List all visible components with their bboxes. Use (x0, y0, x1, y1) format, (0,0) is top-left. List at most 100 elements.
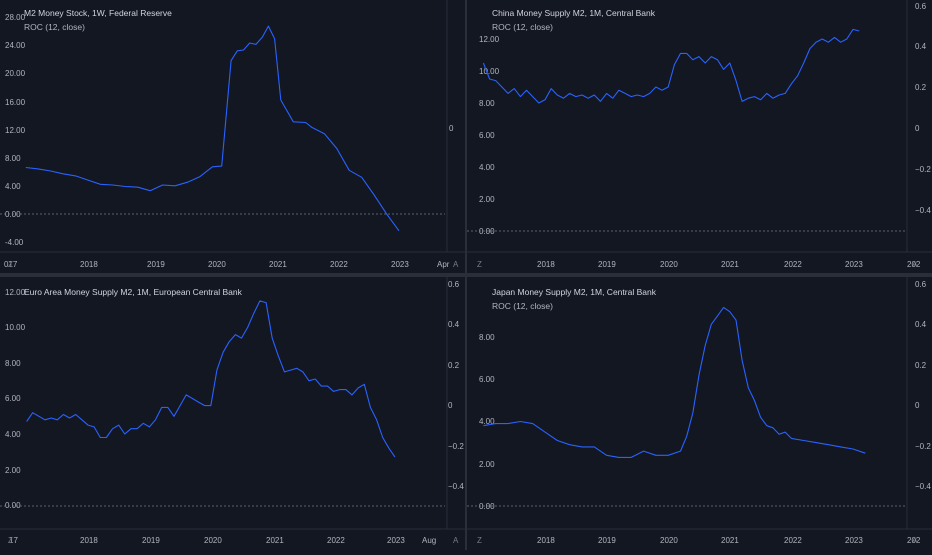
x-tick-label: 2023 (387, 536, 405, 545)
right-y-tick-label: 0.6 (448, 280, 460, 289)
x-tick-label: 17 (9, 536, 18, 545)
auto-scale-button: A (453, 260, 459, 269)
right-y-tick-label: −0.4 (915, 482, 931, 491)
right-y-tick-label: 0 (915, 124, 920, 133)
y-tick-label: 0.00 (479, 227, 495, 236)
x-tick-label: 2018 (80, 536, 98, 545)
scale-z-button: Z (477, 536, 482, 545)
x-tick-label: 2020 (660, 536, 678, 545)
x-tick-label: 2018 (537, 260, 555, 269)
x-tick-label: Aug (422, 536, 436, 545)
y-tick-label: 6.00 (5, 394, 21, 403)
right-y-tick-label: 0.2 (448, 361, 460, 370)
right-y-tick-label: 0.4 (448, 320, 460, 329)
x-tick-label: 2019 (598, 260, 616, 269)
y-tick-label: 0.00 (5, 210, 21, 219)
x-tick-label: 2020 (660, 260, 678, 269)
pane-divider-horizontal[interactable] (0, 273, 932, 277)
y-tick-label: 6.00 (479, 375, 495, 384)
y-tick-label: 2.00 (479, 460, 495, 469)
right-y-tick-label: 0 (448, 401, 453, 410)
x-tick-label: 2019 (142, 536, 160, 545)
y-tick-label: 0.00 (5, 501, 21, 510)
y-tick-label: 4.00 (5, 182, 21, 191)
y-tick-label: 8.00 (5, 359, 21, 368)
y-tick-label: 0.00 (479, 502, 495, 511)
right-y-tick-label: 0 (915, 401, 920, 410)
chart-pane-euro-m2[interactable]: 12.00 10.00 8.00 6.00 4.00 2.00 0.00 0.6 0.4 0.2 0… (0, 277, 465, 550)
chart-svg: 28.00 24.00 20.00 16.00 12.00 8.00 4.00 0.00 -4.… (0, 0, 465, 269)
right-y-tick-label: 0.4 (915, 320, 927, 329)
indicator-label: ROC (12, close) (24, 22, 85, 32)
y-tick-label: 12.00 (5, 288, 26, 297)
y-tick-label: 24.00 (5, 41, 26, 50)
y-tick-label: 20.00 (5, 69, 26, 78)
chart-svg: 8.00 6.00 4.00 2.00 0.00 0.6 0.4 0.2 0 −0.2 −0.4 20… (467, 277, 932, 545)
chart-pane-us-m2[interactable]: 28.00 24.00 20.00 16.00 12.00 8.00 4.00 0.00 -4.… (0, 0, 465, 273)
series-line (25, 25, 400, 232)
x-tick-label: 2023 (845, 536, 863, 545)
right-y-tick-label: −0.2 (448, 442, 464, 451)
x-tick-label: 2022 (784, 260, 802, 269)
chart-svg: 12.00 10.00 8.00 6.00 4.00 2.00 0.00 0.6 0.4 0.2 0… (467, 0, 932, 269)
y-tick-label: 6.00 (479, 131, 495, 140)
series-line (483, 306, 866, 458)
scale-z-button: Z (8, 536, 13, 545)
y-tick-label: 8.00 (479, 333, 495, 342)
auto-scale-button: A (912, 260, 918, 269)
y-tick-label: 2.00 (479, 195, 495, 204)
chart-title: Euro Area Money Supply M2, 1M, European … (24, 287, 242, 297)
chart-title: M2 Money Stock, 1W, Federal Reserve (24, 8, 172, 18)
y-tick-label: 12.00 (5, 126, 26, 135)
auto-scale-button: A (912, 536, 918, 545)
x-tick-label: 2021 (269, 260, 287, 269)
x-tick-label: 202 (907, 536, 921, 545)
x-tick-label: 2023 (391, 260, 409, 269)
right-y-tick-label: −0.2 (915, 165, 931, 174)
x-tick-label: 2018 (80, 260, 98, 269)
x-tick-label: 202 (907, 260, 921, 269)
scale-z-button: Z (477, 260, 482, 269)
x-tick-label: Apr (437, 260, 450, 269)
y-tick-label: 10.00 (5, 323, 26, 332)
y-tick-label: 2.00 (5, 466, 21, 475)
y-tick-label: 4.00 (479, 163, 495, 172)
x-tick-label: 2020 (208, 260, 226, 269)
right-y-tick-label: −0.2 (915, 442, 931, 451)
indicator-label: ROC (12, close) (492, 301, 553, 311)
y-tick-label: 4.00 (5, 430, 21, 439)
y-tick-label: 4.00 (479, 417, 495, 426)
x-tick-label: 2023 (845, 260, 863, 269)
x-tick-label: 2022 (784, 536, 802, 545)
right-y-tick-label: 0.2 (915, 83, 927, 92)
auto-scale-button: A (453, 536, 459, 545)
x-tick-label: 2020 (204, 536, 222, 545)
x-tick-label: 2019 (147, 260, 165, 269)
right-y-tick-label: −0.4 (915, 206, 931, 215)
chart-title: Japan Money Supply M2, 1M, Central Bank (492, 287, 656, 297)
x-tick-label: 2022 (327, 536, 345, 545)
x-tick-label: 2021 (721, 536, 739, 545)
scale-z-button: Z (8, 260, 13, 269)
chart-pane-japan-m2[interactable]: 8.00 6.00 4.00 2.00 0.00 0.6 0.4 0.2 0 −0.2 −0.4 20… (467, 277, 932, 550)
x-tick-label: 2022 (330, 260, 348, 269)
y-tick-label: -4.00 (5, 238, 24, 247)
indicator-label: ROC (12, close) (492, 22, 553, 32)
chart-title: China Money Supply M2, 1M, Central Bank (492, 8, 655, 18)
x-tick-label: 2021 (266, 536, 284, 545)
x-tick-label: 2021 (721, 260, 739, 269)
y-tick-label: 8.00 (479, 99, 495, 108)
series-line (482, 28, 860, 104)
right-y-tick-label: 0 (449, 124, 454, 133)
y-tick-label: 16.00 (5, 98, 26, 107)
x-tick-label: 2018 (537, 536, 555, 545)
right-y-tick-label: 0.2 (915, 361, 927, 370)
y-tick-label: 8.00 (5, 154, 21, 163)
chart-pane-china-m2[interactable]: 12.00 10.00 8.00 6.00 4.00 2.00 0.00 0.6 0.4 0.2 0… (467, 0, 932, 273)
right-y-tick-label: 0.4 (915, 42, 927, 51)
chart-svg: 12.00 10.00 8.00 6.00 4.00 2.00 0.00 0.6 0.4 0.2 0… (0, 277, 465, 545)
y-tick-label: 12.00 (479, 35, 500, 44)
y-tick-label: 28.00 (5, 13, 26, 22)
y-tick-label: 10.00 (479, 67, 500, 76)
x-tick-label: 2019 (598, 536, 616, 545)
